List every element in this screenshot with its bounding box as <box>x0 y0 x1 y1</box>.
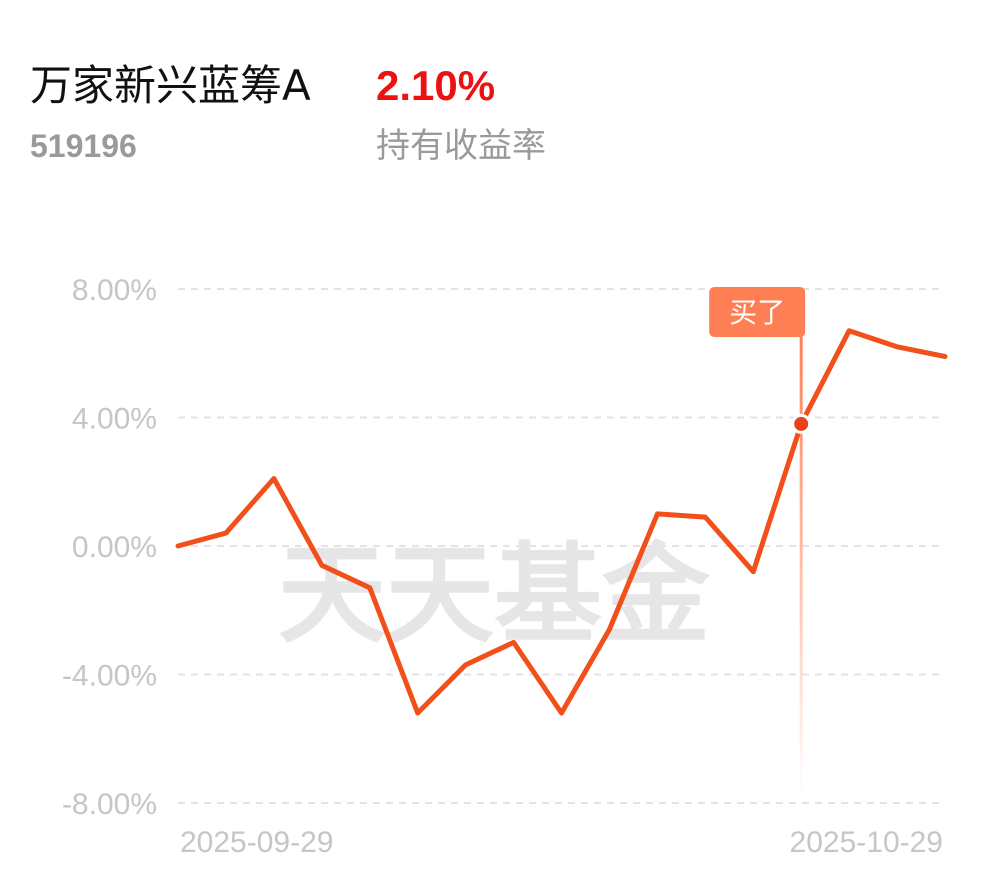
y-tick-label: 4.00% <box>72 403 157 436</box>
fund-name: 万家新兴蓝筹A <box>30 61 311 110</box>
buy-point-dot[interactable] <box>791 413 812 434</box>
data-point <box>702 514 708 520</box>
series-layer <box>175 328 948 716</box>
data-point <box>654 511 660 517</box>
data-point <box>367 585 373 591</box>
data-point <box>463 662 469 668</box>
x-axis-label-end: 2025-10-29 <box>790 826 943 859</box>
data-point <box>894 344 900 350</box>
data-point <box>606 627 612 633</box>
y-tick-label: -4.00% <box>62 660 157 693</box>
holding-return-value: 2.10% <box>376 62 496 109</box>
data-point <box>559 710 565 716</box>
x-axis-labels: 2025-09-29 2025-10-29 <box>180 826 943 859</box>
data-point <box>175 543 181 549</box>
fund-code: 519196 <box>30 128 137 164</box>
data-point <box>846 328 852 334</box>
holding-return-series-line <box>175 328 948 716</box>
data-point <box>271 476 277 482</box>
data-point <box>319 562 325 568</box>
buy-marker-line <box>799 330 803 796</box>
grid-lines <box>178 288 945 804</box>
buy-marker-badge[interactable] <box>709 287 806 337</box>
data-point <box>942 353 948 359</box>
y-tick-label: 8.00% <box>72 274 157 307</box>
data-point <box>415 710 421 716</box>
data-point <box>511 639 517 645</box>
y-tick-label: -8.00% <box>62 788 157 821</box>
x-axis-label-start: 2025-09-29 <box>180 826 333 859</box>
data-point <box>223 530 229 536</box>
watermark: 天天基金 <box>278 532 711 658</box>
y-tick-label: 0.00% <box>72 531 157 564</box>
y-axis-ticks: 8.00% 4.00% 0.00% -4.00% -8.00% <box>62 274 157 821</box>
holding-return-label: 持有收益率 <box>376 126 546 166</box>
buy-marker-group: 买了 <box>709 287 806 796</box>
data-point <box>750 569 756 575</box>
buy-marker-label: 买了 <box>729 296 785 329</box>
